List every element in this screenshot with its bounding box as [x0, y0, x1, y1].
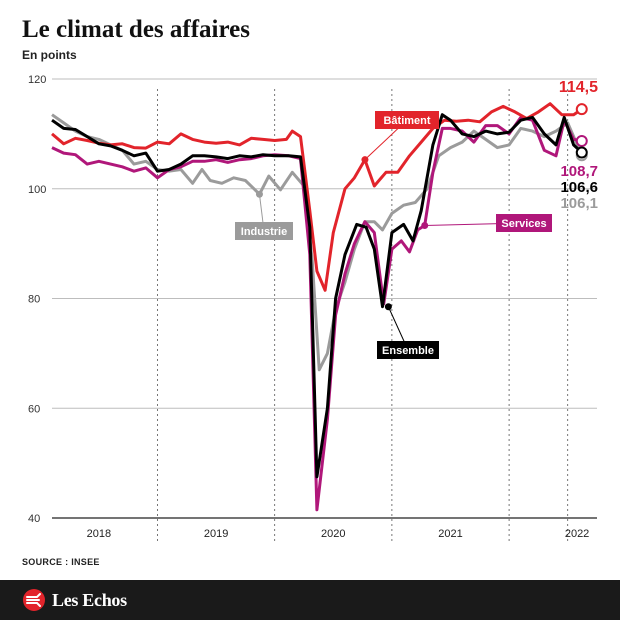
end-marker-batiment	[575, 103, 588, 116]
end-value-label-ensemble: 106,6	[560, 179, 598, 196]
series-line-batiment	[51, 102, 583, 292]
brand-name: Les Echos	[52, 589, 127, 610]
callout-label-industrie: Industrie	[241, 226, 287, 238]
y-tick-label-60: 60	[28, 403, 40, 415]
series-line-industrie	[51, 113, 584, 372]
callout-box-ensemble	[377, 341, 439, 359]
x-tick-label-2021: 2021	[438, 528, 462, 540]
callout-dot-ensemble	[384, 303, 392, 311]
brand-icon	[23, 589, 45, 611]
y-tick-label-100: 100	[28, 184, 46, 196]
x-tick-label-2020: 2020	[321, 528, 345, 540]
chart-subtitle: En points	[22, 48, 77, 62]
series-line-ensemble	[51, 113, 583, 479]
end-marker-ensemble	[575, 146, 588, 159]
line-chart: 40 60 80 100 120 2018 2019 2020 2021 2022 Bâtiment…	[28, 74, 598, 544]
x-tick-label-2022: 2022	[565, 528, 589, 540]
end-value-label-industrie: 106,1	[560, 195, 598, 212]
end-value-label-services: 108,7	[560, 163, 598, 180]
callout-label-services: Services	[501, 218, 546, 230]
y-tick-label-80: 80	[28, 294, 40, 306]
end-marker-services	[575, 135, 588, 148]
callout-box-industrie	[235, 222, 293, 240]
callout-box-batiment	[375, 111, 439, 129]
callout-label-ensemble: Ensemble	[382, 345, 434, 357]
callout-dot-services	[421, 222, 429, 230]
callout-label-batiment: Bâtiment	[383, 115, 430, 127]
callout-dot-batiment	[361, 156, 369, 164]
source-note: SOURCE : INSEE	[22, 557, 100, 567]
footer-bar: Les Echos	[0, 580, 620, 620]
end-value-label-batiment: 114,5	[559, 79, 598, 96]
brand-logo: Les Echos	[22, 588, 127, 612]
callout-box-services	[496, 214, 552, 232]
chart-title: Le climat des affaires	[22, 16, 250, 43]
x-tick-label-2019: 2019	[204, 528, 228, 540]
x-tick-label-2018: 2018	[87, 528, 111, 540]
callout-dot-industrie	[255, 190, 263, 198]
y-tick-label-120: 120	[28, 74, 46, 86]
y-tick-label-40: 40	[28, 513, 40, 525]
